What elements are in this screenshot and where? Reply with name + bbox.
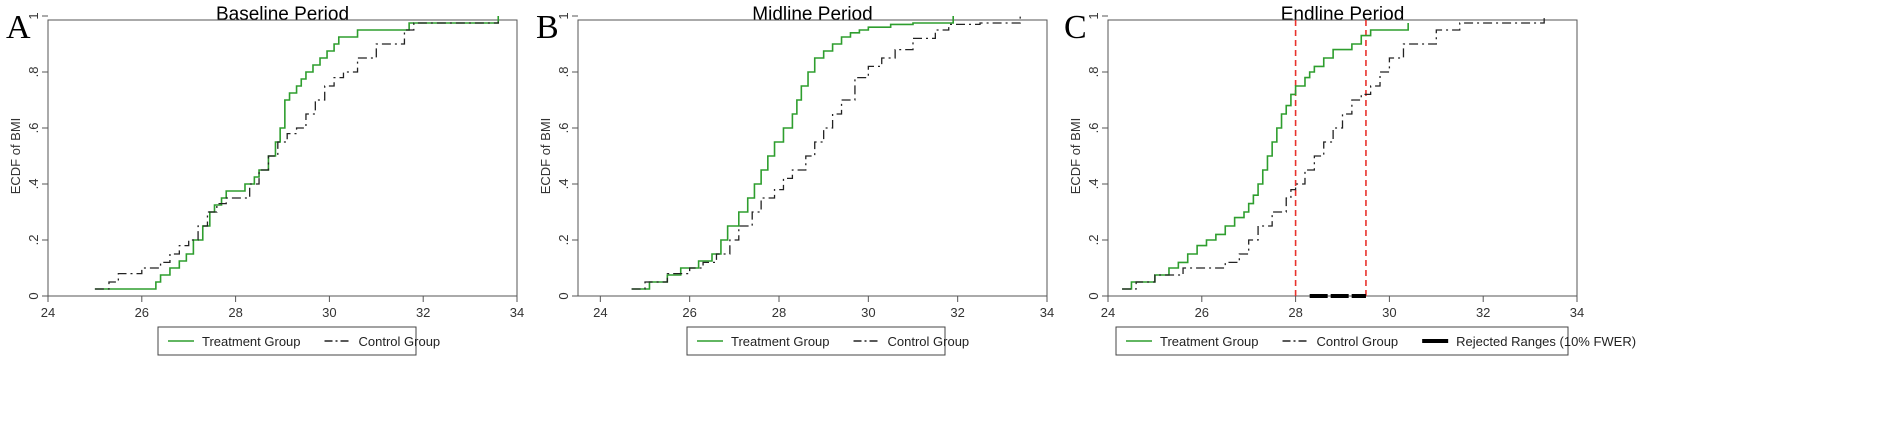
y-axis-label: ECDF of BMI xyxy=(538,118,553,195)
y-tick-label: .8 xyxy=(26,67,41,78)
panel-letter: A xyxy=(6,9,31,46)
x-tick-label: 28 xyxy=(228,305,242,320)
treatment-series-line xyxy=(631,16,954,290)
y-axis-label: ECDF of BMI xyxy=(1068,118,1083,195)
x-tick-label: 30 xyxy=(322,305,336,320)
x-tick-label: 34 xyxy=(1040,305,1054,320)
y-tick-label: .8 xyxy=(556,67,571,78)
legend-label: Treatment Group xyxy=(1160,334,1259,349)
x-tick-label: 26 xyxy=(682,305,696,320)
panel-title: Baseline Period xyxy=(216,4,349,25)
y-tick-label: .4 xyxy=(1086,179,1101,190)
legend-box xyxy=(157,326,417,356)
y-tick-label: 0 xyxy=(26,292,41,299)
treatment-series-line xyxy=(1122,23,1409,290)
control-series-line xyxy=(631,16,1021,290)
y-tick-label: .2 xyxy=(26,235,41,246)
legend-label: Treatment Group xyxy=(202,334,301,349)
x-tick-label: 34 xyxy=(510,305,524,320)
y-axis-label: ECDF of BMI xyxy=(8,118,23,195)
legend-label: Control Group xyxy=(1317,334,1399,349)
y-tick-label: 1 xyxy=(1086,12,1101,19)
y-tick-label: .2 xyxy=(556,235,571,246)
y-tick-label: 0 xyxy=(556,292,571,299)
legend-label: Treatment Group xyxy=(731,334,830,349)
x-tick-label: 30 xyxy=(861,305,875,320)
y-tick-label: .6 xyxy=(26,123,41,134)
y-tick-label: .8 xyxy=(1086,67,1101,78)
y-tick-label: .2 xyxy=(1086,235,1101,246)
treatment-series-line xyxy=(94,16,500,290)
control-series-line xyxy=(94,21,499,290)
plot-frame xyxy=(577,19,1048,297)
control-series-line xyxy=(1122,16,1545,290)
y-tick-label: 1 xyxy=(556,12,571,19)
x-tick-label: 24 xyxy=(41,305,55,320)
legend-label: Control Group xyxy=(888,334,970,349)
plot-frame xyxy=(47,19,518,297)
panel-title: Endline Period xyxy=(1281,4,1405,25)
x-tick-label: 34 xyxy=(1570,305,1584,320)
panel-title: Midline Period xyxy=(752,4,872,25)
x-tick-label: 32 xyxy=(950,305,964,320)
y-tick-label: .6 xyxy=(1086,123,1101,134)
x-tick-label: 24 xyxy=(593,305,607,320)
y-tick-label: .4 xyxy=(26,179,41,190)
legend-label: Control Group xyxy=(359,334,441,349)
x-tick-label: 32 xyxy=(1476,305,1490,320)
x-tick-label: 26 xyxy=(1195,305,1209,320)
plot-frame xyxy=(1107,19,1578,297)
x-tick-label: 24 xyxy=(1101,305,1115,320)
legend-box xyxy=(1115,326,1569,356)
x-tick-label: 28 xyxy=(1288,305,1302,320)
panel-letter: C xyxy=(1064,9,1087,46)
legend-box xyxy=(686,326,946,356)
y-tick-label: 1 xyxy=(26,12,41,19)
y-tick-label: .4 xyxy=(556,179,571,190)
legend-label: Rejected Ranges (10% FWER) xyxy=(1456,334,1636,349)
x-tick-label: 32 xyxy=(416,305,430,320)
x-tick-label: 28 xyxy=(772,305,786,320)
panel-letter: B xyxy=(536,9,559,46)
x-tick-label: 30 xyxy=(1382,305,1396,320)
y-tick-label: .6 xyxy=(556,123,571,134)
y-tick-label: 0 xyxy=(1086,292,1101,299)
x-tick-label: 26 xyxy=(135,305,149,320)
